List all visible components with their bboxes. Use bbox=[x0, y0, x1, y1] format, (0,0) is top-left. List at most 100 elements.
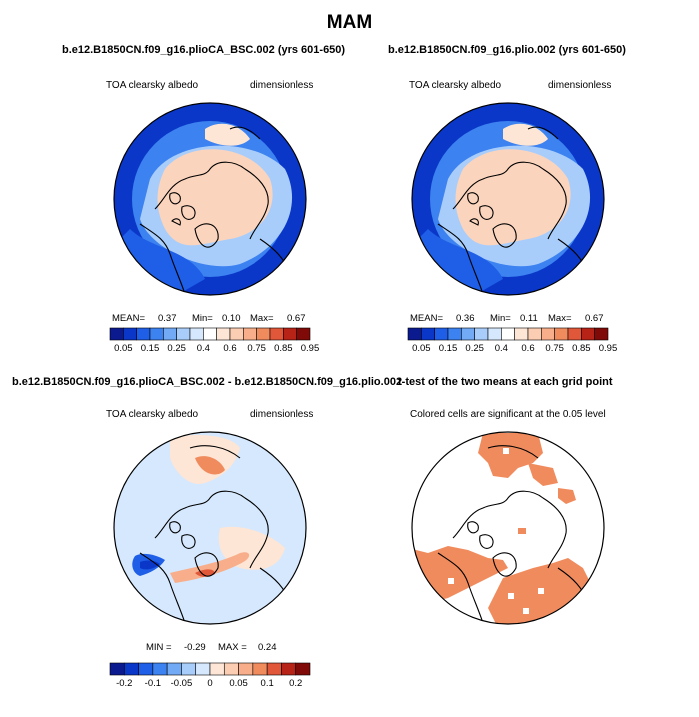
panel-b-max-value: 0.67 bbox=[585, 313, 604, 324]
colorbar-swatch bbox=[266, 662, 282, 676]
panel-diff-case-title: b.e12.B1850CN.f09_g16.plioCA_BSC.002 - b… bbox=[12, 376, 403, 388]
colorbar-swatch bbox=[256, 327, 271, 341]
panel-diff-max-value: 0.24 bbox=[258, 642, 277, 653]
colorbar-swatch bbox=[281, 662, 297, 676]
colorbar-swatch bbox=[123, 327, 137, 341]
colorbar-tick-label: 0.85 bbox=[572, 343, 591, 354]
colorbar-swatch bbox=[109, 662, 125, 676]
panel-ttest-note: Colored cells are significant at the 0.0… bbox=[410, 409, 606, 420]
colorbar-swatch bbox=[136, 327, 151, 341]
panel-diff-min-value: -0.29 bbox=[184, 642, 206, 653]
colorbar-swatch bbox=[138, 662, 154, 676]
colorbar-tick-label: 0.75 bbox=[247, 343, 266, 354]
panel-b-mean-label: MEAN= bbox=[410, 313, 443, 324]
colorbar-swatch bbox=[434, 327, 449, 341]
panel-a-mean-value: 0.37 bbox=[158, 313, 177, 324]
colorbar-swatch bbox=[109, 327, 124, 341]
colorbar-tick-label: 0.85 bbox=[274, 343, 293, 354]
panel-diff-polar-map bbox=[113, 431, 307, 625]
colorbar-swatch bbox=[229, 327, 244, 341]
colorbar-swatch bbox=[176, 327, 191, 341]
panel-a-polar-map bbox=[113, 102, 307, 296]
colorbar-tick-label: -0.1 bbox=[144, 678, 162, 689]
colorbar-swatch bbox=[474, 327, 489, 341]
panel-ttest-polar-map bbox=[411, 431, 605, 625]
panel-b-polar-map bbox=[411, 102, 605, 296]
colorbar-tick-label: 0 bbox=[207, 678, 213, 689]
colorbar-tick-label: 0.4 bbox=[196, 343, 210, 354]
panel-a-colorbar-labels: 0.05 0.15 0.25 0.4 0.6 0.75 0.85 0.95 bbox=[110, 343, 319, 355]
panel-a-units: dimensionless bbox=[250, 80, 314, 91]
colorbar-swatch bbox=[123, 662, 139, 676]
colorbar-swatch bbox=[149, 327, 164, 341]
colorbar-swatch bbox=[501, 327, 515, 341]
colorbar-tick-label: 0.2 bbox=[289, 678, 303, 689]
panel-b-colorbar bbox=[407, 327, 609, 341]
colorbar-swatch bbox=[514, 327, 529, 341]
panel-a-min-value: 0.10 bbox=[222, 313, 241, 324]
panel-b-min-value: 0.11 bbox=[520, 313, 538, 324]
colorbar-swatch bbox=[252, 662, 268, 676]
colorbar-tick-label: 0.75 bbox=[545, 343, 564, 354]
colorbar-swatch bbox=[269, 327, 284, 341]
colorbar-swatch bbox=[166, 662, 182, 676]
panel-diff-variable: TOA clearsky albedo bbox=[106, 409, 199, 420]
colorbar-tick-label: 0.1 bbox=[260, 678, 274, 689]
colorbar-swatch bbox=[487, 327, 502, 341]
panel-a-variable: TOA clearsky albedo bbox=[106, 80, 199, 91]
colorbar-swatch bbox=[216, 327, 231, 341]
colorbar-swatch bbox=[209, 662, 225, 676]
colorbar-swatch bbox=[181, 662, 197, 676]
panel-a-mean-label: MEAN= bbox=[112, 313, 145, 324]
panel-diff-colorbar-labels: -0.2 -0.1 -0.05 0 0.05 0.1 0.2 bbox=[110, 678, 310, 690]
panel-diff-max-label: MAX = bbox=[218, 642, 247, 653]
panel-b-min-label: Min= bbox=[490, 313, 511, 324]
colorbar-swatch bbox=[296, 327, 311, 341]
colorbar-swatch bbox=[421, 327, 435, 341]
colorbar-swatch bbox=[554, 327, 569, 341]
panel-a-max-value: 0.67 bbox=[287, 313, 306, 324]
colorbar-swatch bbox=[163, 327, 177, 341]
panel-b-max-label: Max= bbox=[548, 313, 572, 324]
colorbar-tick-label: 0.95 bbox=[598, 343, 618, 354]
colorbar-tick-label: -0.05 bbox=[170, 678, 193, 689]
colorbar-tick-label: 0.15 bbox=[438, 343, 458, 354]
colorbar-swatch bbox=[541, 327, 555, 341]
figure-title: MAM bbox=[326, 12, 373, 33]
colorbar-swatch bbox=[295, 662, 311, 676]
colorbar-swatch bbox=[594, 327, 609, 341]
colorbar-swatch bbox=[189, 327, 204, 341]
colorbar-swatch bbox=[238, 662, 254, 676]
colorbar-swatch bbox=[203, 327, 217, 341]
colorbar-swatch bbox=[195, 662, 211, 676]
panel-a-min-label: Min= bbox=[192, 313, 213, 324]
colorbar-swatch bbox=[581, 327, 595, 341]
colorbar-tick-label: 0.4 bbox=[494, 343, 508, 354]
panel-a-colorbar bbox=[109, 327, 311, 341]
colorbar-swatch bbox=[283, 327, 297, 341]
panel-b-colorbar-labels: 0.05 0.15 0.25 0.4 0.6 0.75 0.85 0.95 bbox=[408, 343, 617, 355]
colorbar-swatch bbox=[407, 327, 422, 341]
colorbar-tick-label: 0.6 bbox=[223, 343, 237, 354]
colorbar-tick-label: 0.05 bbox=[114, 343, 133, 354]
panel-b-units: dimensionless bbox=[548, 80, 612, 91]
colorbar-tick-label: 0.15 bbox=[140, 343, 160, 354]
colorbar-tick-label: 0.6 bbox=[521, 343, 535, 354]
panel-diff-units: dimensionless bbox=[250, 409, 314, 420]
panel-b-mean-value: 0.36 bbox=[456, 313, 475, 324]
panel-b-case-title: b.e12.B1850CN.f09_g16.plio.002 (yrs 601-… bbox=[388, 44, 626, 56]
panel-b-variable: TOA clearsky albedo bbox=[409, 80, 502, 91]
colorbar-swatch bbox=[243, 327, 257, 341]
colorbar-tick-label: 0.05 bbox=[229, 678, 248, 689]
colorbar-swatch bbox=[461, 327, 475, 341]
panel-diff-min-label: MIN = bbox=[146, 642, 172, 653]
panel-diff-colorbar bbox=[109, 662, 311, 676]
panel-a-case-title: b.e12.B1850CN.f09_g16.plioCA_BSC.002 (yr… bbox=[62, 44, 346, 56]
colorbar-swatch bbox=[447, 327, 462, 341]
colorbar-tick-label: -0.2 bbox=[116, 678, 133, 689]
colorbar-swatch bbox=[152, 662, 168, 676]
panel-a-max-label: Max= bbox=[250, 313, 274, 324]
colorbar-swatch bbox=[223, 662, 239, 676]
colorbar-tick-label: 0.25 bbox=[465, 343, 484, 354]
colorbar-tick-label: 0.95 bbox=[300, 343, 320, 354]
